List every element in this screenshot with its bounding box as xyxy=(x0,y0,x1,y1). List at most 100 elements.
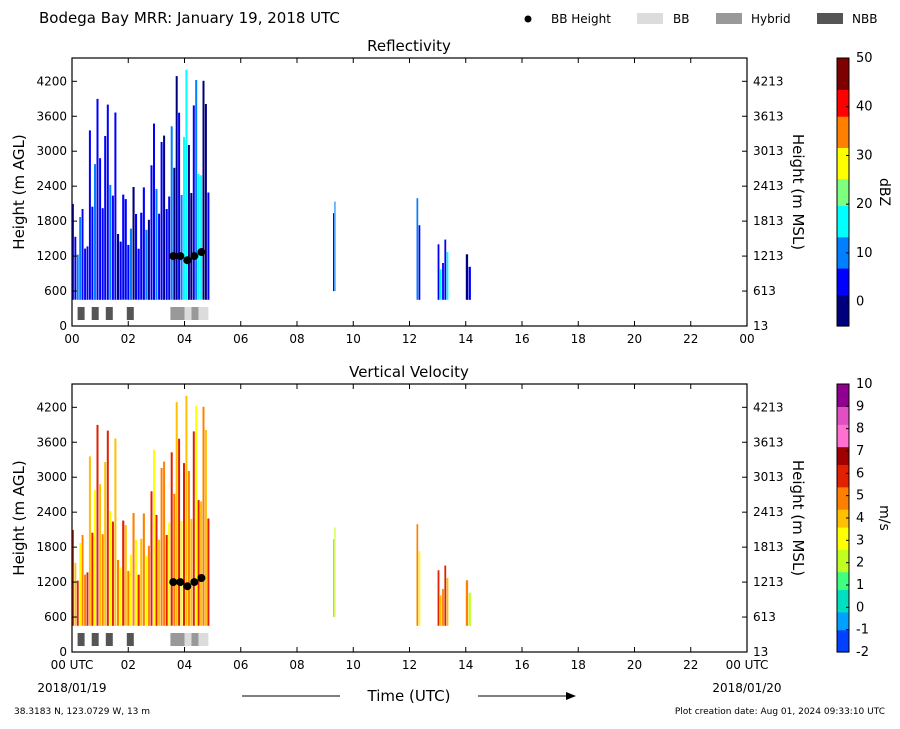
colorbar-segment xyxy=(837,285,849,291)
echo-strip xyxy=(88,456,91,626)
x-tick-label: 00 xyxy=(64,332,79,346)
y-tick-label: 4200 xyxy=(36,400,67,414)
colorbar-tick-label: 10 xyxy=(856,246,873,261)
echo-strip xyxy=(173,167,176,300)
y2-tick-label: 13 xyxy=(753,319,768,333)
colorbar-segment xyxy=(837,535,849,541)
colorbar-segment xyxy=(837,317,849,323)
echo-strip xyxy=(418,225,421,300)
echo-strip xyxy=(165,209,168,300)
y2-tick-label: 3013 xyxy=(753,470,784,484)
echo-strip xyxy=(192,105,195,300)
colorbar-segment xyxy=(837,111,849,117)
colorbar-segment xyxy=(837,571,849,577)
location-text: 38.3183 N, 123.0729 W, 13 m xyxy=(14,707,150,717)
bb-type-bb-block xyxy=(198,633,209,646)
echo-strip xyxy=(135,214,138,300)
colorbar-segment xyxy=(837,62,849,68)
colorbar-segment xyxy=(837,531,849,537)
x-tick-label: 00 UTC xyxy=(51,658,94,672)
colorbar-segment xyxy=(837,585,849,591)
colorbar-segment xyxy=(837,553,849,559)
bb-height-point xyxy=(197,574,206,582)
colorbar-segment xyxy=(837,428,849,434)
colorbar-tick-label: -2 xyxy=(856,645,869,660)
plot-frame xyxy=(71,57,748,327)
echo-strip xyxy=(101,208,104,300)
y-tick-label: 2400 xyxy=(36,179,67,193)
echo-strip xyxy=(178,438,181,626)
colorbar-segment xyxy=(837,169,849,175)
colorbar-segment xyxy=(837,294,849,300)
reflectivity-title: Reflectivity xyxy=(367,37,451,55)
figure-title: Bodega Bay MRR: January 19, 2018 UTC xyxy=(39,9,340,27)
colorbar-segment xyxy=(837,473,849,479)
echo-strip xyxy=(168,522,171,626)
x-tick-label: 12 xyxy=(402,332,417,346)
colorbar-segment xyxy=(837,267,849,273)
echo-strip xyxy=(155,188,158,300)
colorbar-tick-label: 0 xyxy=(856,295,864,310)
y2-tick-label: 2413 xyxy=(753,505,784,519)
echo-strip xyxy=(91,206,94,300)
colorbar-segment xyxy=(837,107,849,113)
echo-strip xyxy=(190,193,193,300)
echo-strip xyxy=(202,406,205,626)
x-tick-label: 12 xyxy=(402,658,417,672)
echo-strip xyxy=(132,513,135,626)
echo-strip xyxy=(197,174,200,300)
y2-tick-label: 2413 xyxy=(753,179,784,193)
y2-tick-label: 1813 xyxy=(753,540,784,554)
echo-strip xyxy=(94,164,96,300)
echo-strip xyxy=(96,98,99,300)
colorbar-segment xyxy=(837,634,849,640)
echo-strip xyxy=(175,402,178,626)
reflectivity-panel: Reflectivity Height (m AGL) Height (m MS… xyxy=(10,37,892,346)
bb-type-nbb-block xyxy=(91,307,99,320)
y2-tick-label: 3613 xyxy=(753,109,784,123)
echo-strip xyxy=(163,461,166,626)
echo-strip xyxy=(465,580,469,626)
echo-strip xyxy=(122,520,125,626)
colorbar-tick-label: 5 xyxy=(856,489,864,504)
colorbar-tick-label: 7 xyxy=(856,444,864,459)
colorbar-tick-label: 0 xyxy=(856,600,864,615)
colorbar-frame xyxy=(836,57,850,327)
reflectivity-ylabel: Height (m AGL) xyxy=(10,134,28,249)
colorbar-segment xyxy=(837,156,849,162)
legend-nbb-label: NBB xyxy=(852,12,877,26)
colorbar-segment xyxy=(837,433,849,439)
x-tick-label: 14 xyxy=(458,658,473,672)
echo-strip xyxy=(104,136,107,300)
echo-strip xyxy=(150,165,153,300)
y2-tick-label: 1213 xyxy=(753,575,784,589)
bb-type-nbb-block xyxy=(126,307,134,320)
colorbar-segment xyxy=(837,276,849,282)
bb-height-point xyxy=(176,578,185,587)
colorbar-segment xyxy=(837,75,849,81)
bb-type-nbb-block xyxy=(77,633,85,646)
echo-strip xyxy=(204,430,207,626)
colorbar-segment xyxy=(837,263,849,269)
echo-strip xyxy=(158,213,161,300)
colorbar-segment xyxy=(837,620,849,626)
colorbar-segment xyxy=(837,513,849,519)
colorbar-segment xyxy=(837,388,849,394)
x-tick-label: 02 xyxy=(121,658,136,672)
echo-strip xyxy=(192,431,195,626)
echo-strip xyxy=(122,194,125,300)
echo-strip xyxy=(333,539,335,618)
echo-strip xyxy=(147,545,150,626)
echo-strip xyxy=(437,570,440,626)
colorbar-segment xyxy=(837,415,849,421)
x-tick-label: 02 xyxy=(121,332,136,346)
y-tick-label: 4200 xyxy=(36,74,67,88)
x-tick-label: 10 xyxy=(346,332,361,346)
legend-bb-height-marker xyxy=(524,15,532,23)
y-tick-label: 3600 xyxy=(36,435,67,449)
colorbar-segment xyxy=(837,549,849,555)
echo-strip xyxy=(106,430,109,626)
creation-date-text: Plot creation date: Aug 01, 2024 09:33:1… xyxy=(675,707,885,717)
colorbar-segment xyxy=(837,98,849,104)
echo-strip xyxy=(170,452,173,626)
